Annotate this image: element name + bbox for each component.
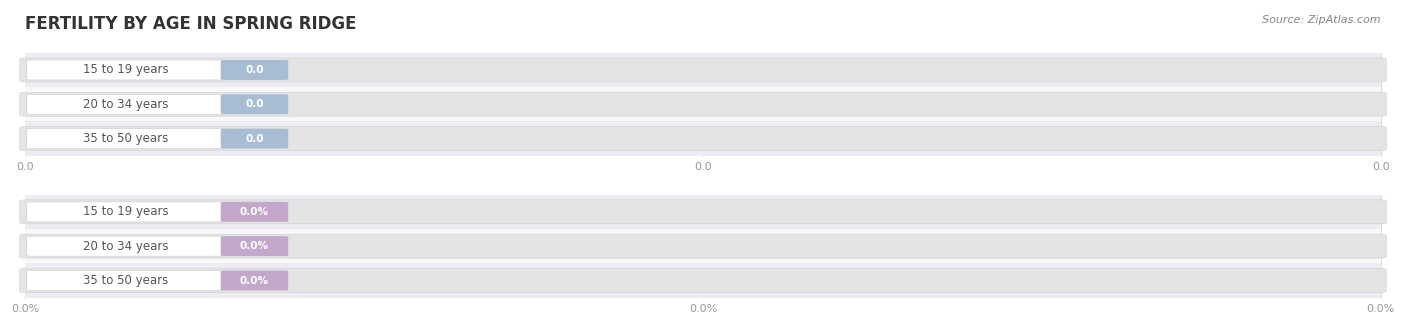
FancyBboxPatch shape [27,60,225,80]
Text: 0.0: 0.0 [17,162,34,173]
Text: 20 to 34 years: 20 to 34 years [83,98,169,111]
FancyBboxPatch shape [27,202,225,222]
FancyBboxPatch shape [20,92,1386,116]
Bar [25,121,1381,156]
Text: 0.0%: 0.0% [240,241,269,251]
Text: 0.0%: 0.0% [11,304,39,314]
Bar [25,229,1381,263]
FancyBboxPatch shape [221,60,288,80]
FancyBboxPatch shape [221,236,288,256]
Text: 0.0%: 0.0% [689,304,717,314]
FancyBboxPatch shape [20,200,1386,224]
Text: 0.0: 0.0 [695,162,711,173]
FancyBboxPatch shape [27,236,225,256]
Bar [25,195,1381,229]
FancyBboxPatch shape [27,129,225,149]
Text: 0.0: 0.0 [245,99,264,109]
Text: 35 to 50 years: 35 to 50 years [83,274,169,287]
Bar [25,87,1381,121]
Text: 15 to 19 years: 15 to 19 years [83,205,169,218]
Text: Source: ZipAtlas.com: Source: ZipAtlas.com [1263,15,1381,25]
Bar [25,263,1381,298]
Text: 0.0%: 0.0% [1367,304,1395,314]
FancyBboxPatch shape [20,234,1386,258]
FancyBboxPatch shape [20,269,1386,292]
FancyBboxPatch shape [221,129,288,149]
Text: 15 to 19 years: 15 to 19 years [83,63,169,77]
Text: 0.0: 0.0 [245,134,264,144]
FancyBboxPatch shape [221,271,288,290]
Text: 35 to 50 years: 35 to 50 years [83,132,169,145]
FancyBboxPatch shape [27,271,225,290]
FancyBboxPatch shape [20,58,1386,82]
FancyBboxPatch shape [221,202,288,222]
Text: 0.0: 0.0 [245,65,264,75]
Text: 0.0: 0.0 [1372,162,1389,173]
FancyBboxPatch shape [20,127,1386,150]
Text: 20 to 34 years: 20 to 34 years [83,240,169,253]
Text: 0.0%: 0.0% [240,276,269,285]
FancyBboxPatch shape [27,94,225,114]
Text: FERTILITY BY AGE IN SPRING RIDGE: FERTILITY BY AGE IN SPRING RIDGE [25,15,357,33]
FancyBboxPatch shape [221,94,288,114]
Text: 0.0%: 0.0% [240,207,269,217]
Bar [25,53,1381,87]
